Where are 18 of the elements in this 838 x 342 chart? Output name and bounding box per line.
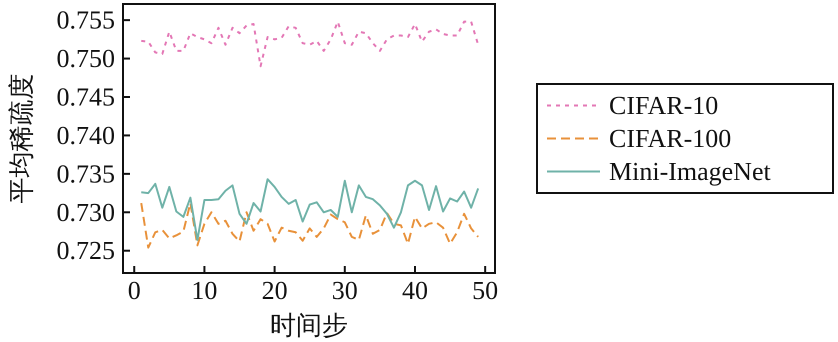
y-tick-label: 0.735 (56, 159, 115, 188)
legend-label: CIFAR-10 (609, 91, 718, 120)
y-tick-label: 0.755 (56, 6, 115, 35)
y-tick-label: 0.730 (56, 198, 115, 227)
x-tick-label: 30 (332, 276, 358, 305)
y-tick-label: 0.750 (56, 44, 115, 74)
x-tick-label: 50 (472, 276, 498, 305)
legend-label: CIFAR-100 (609, 124, 732, 153)
y-axis-title: 平均稀疏度 (7, 74, 36, 204)
x-tick-label: 20 (262, 276, 288, 305)
x-tick-label: 40 (402, 276, 428, 305)
y-tick-label: 0.745 (56, 82, 115, 112)
x-axis-title: 时间步 (270, 311, 348, 340)
y-tick-label: 0.725 (56, 236, 115, 266)
legend-label: Mini-ImageNet (609, 157, 772, 186)
y-tick-label: 0.740 (56, 120, 115, 150)
x-tick-label: 10 (191, 276, 218, 305)
x-tick-label: 0 (128, 276, 141, 305)
